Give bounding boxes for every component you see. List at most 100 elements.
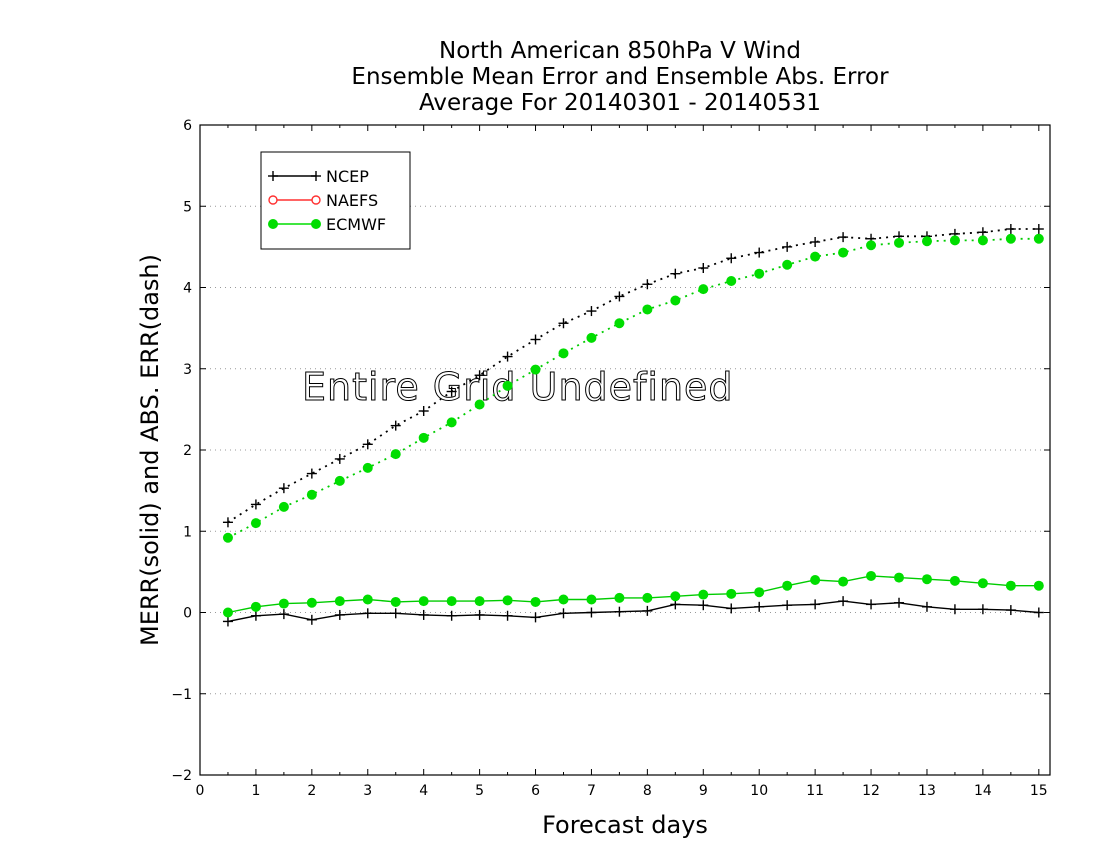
- point-ncep-abs_err: [726, 253, 737, 264]
- legend-marker: [311, 219, 321, 229]
- point-ecmwf-abs_err: [977, 235, 988, 246]
- x-tick-label: 12: [862, 783, 880, 799]
- line-ncep-merr: [227, 600, 1039, 623]
- point-ncep-abs_err: [698, 263, 709, 273]
- point-ecmwf-abs_err: [278, 501, 289, 512]
- point-ecmwf-abs_err: [726, 276, 737, 286]
- point-ecmwf-merr: [362, 594, 373, 605]
- point-ecmwf-merr: [977, 578, 988, 589]
- point-ecmwf-abs_err: [949, 235, 960, 246]
- y-tick-label: 2: [183, 443, 192, 459]
- point-ecmwf-merr: [530, 596, 541, 607]
- line-ncep-abs_err: [227, 228, 1039, 524]
- x-tick-label: 3: [363, 783, 372, 799]
- point-ncep-merr: [586, 607, 597, 618]
- point-ncep-abs_err: [250, 499, 261, 510]
- y-tick-label: 0: [183, 606, 192, 622]
- x-tick-label: 14: [974, 783, 992, 799]
- point-ncep-merr: [810, 599, 821, 610]
- point-ecmwf-merr: [866, 570, 877, 581]
- point-ecmwf-abs_err: [670, 295, 681, 306]
- point-ncep-merr: [418, 609, 429, 620]
- point-ecmwf-merr: [474, 596, 485, 607]
- title-line-3: Average For 20140301 - 20140531: [419, 90, 821, 116]
- point-ncep-abs_err: [642, 279, 653, 290]
- point-ncep-abs_err: [1005, 224, 1016, 234]
- x-tick-label: 11: [806, 783, 824, 799]
- point-ecmwf-merr: [334, 596, 345, 607]
- point-ncep-abs_err: [362, 439, 373, 450]
- legend-entry-naefs: NAEFS: [268, 191, 378, 210]
- x-tick-label: 10: [750, 783, 768, 799]
- point-ncep-merr: [558, 608, 569, 619]
- point-ncep-abs_err: [614, 291, 625, 302]
- point-ncep-abs_err: [334, 453, 345, 464]
- point-ecmwf-merr: [250, 601, 261, 612]
- point-ncep-merr: [921, 601, 932, 612]
- point-ecmwf-abs_err: [894, 237, 905, 248]
- point-ecmwf-abs_err: [642, 304, 653, 315]
- point-ecmwf-abs_err: [1005, 233, 1016, 244]
- point-ecmwf-merr: [754, 587, 765, 598]
- point-ncep-abs_err: [754, 247, 765, 258]
- point-ncep-merr: [642, 605, 653, 616]
- point-ecmwf-merr: [390, 596, 401, 607]
- point-ncep-merr: [362, 608, 373, 619]
- y-tick-label: 6: [183, 118, 192, 134]
- point-ecmwf-merr: [614, 592, 625, 603]
- point-ecmwf-merr: [558, 594, 569, 605]
- point-ncep-abs_err: [474, 370, 485, 381]
- x-tick-label: 8: [643, 783, 652, 799]
- point-ecmwf-merr: [446, 596, 457, 607]
- point-ncep-merr: [838, 596, 849, 607]
- point-ncep-merr: [614, 606, 625, 617]
- point-ecmwf-merr: [586, 594, 597, 605]
- annotation-text: Entire Grid Undefined: [302, 365, 734, 409]
- point-ecmwf-abs_err: [250, 518, 261, 529]
- point-ecmwf-merr: [838, 576, 849, 587]
- y-tick-label: −2: [171, 768, 192, 784]
- point-ecmwf-merr: [810, 575, 821, 585]
- point-ecmwf-merr: [1005, 580, 1016, 591]
- point-ncep-merr: [782, 600, 793, 611]
- x-tick-label: 1: [251, 783, 260, 799]
- point-ecmwf-abs_err: [838, 247, 849, 258]
- point-ncep-abs_err: [278, 483, 289, 494]
- point-ecmwf-abs_err: [502, 380, 513, 391]
- y-tick-label: 4: [183, 281, 192, 297]
- point-ncep-abs_err: [530, 334, 541, 345]
- point-ecmwf-abs_err: [558, 348, 569, 359]
- point-ecmwf-abs_err: [446, 417, 457, 428]
- point-ncep-merr: [222, 616, 233, 627]
- point-ecmwf-merr: [949, 575, 960, 586]
- point-ncep-merr: [1005, 605, 1016, 616]
- point-ncep-abs_err: [810, 237, 821, 247]
- point-ncep-merr: [250, 610, 261, 621]
- point-ecmwf-abs_err: [222, 532, 233, 543]
- point-ncep-merr: [894, 597, 905, 608]
- point-ecmwf-abs_err: [921, 236, 932, 247]
- point-ecmwf-merr: [670, 591, 681, 602]
- line-ecmwf-merr: [227, 575, 1039, 614]
- legend-marker: [268, 195, 278, 205]
- point-ecmwf-merr: [921, 574, 932, 585]
- point-ecmwf-merr: [418, 596, 429, 607]
- point-ecmwf-merr: [894, 572, 905, 583]
- point-ncep-merr: [754, 601, 765, 612]
- x-tick-label: 2: [307, 783, 316, 799]
- x-tick-label: 13: [918, 783, 936, 799]
- y-tick-label: 5: [183, 199, 192, 215]
- point-ncep-merr: [446, 610, 457, 621]
- legend-entry-ecmwf: ECMWF: [268, 215, 386, 234]
- point-ncep-abs_err: [418, 406, 429, 416]
- point-ecmwf-merr: [1033, 580, 1044, 591]
- point-ecmwf-abs_err: [306, 489, 317, 500]
- point-ncep-merr: [866, 599, 877, 610]
- point-ncep-merr: [474, 609, 485, 620]
- y-axis-label: MERR(solid) and ABS. ERR(dash): [136, 254, 164, 646]
- legend-marker: [311, 171, 321, 181]
- y-tick-label: 1: [183, 524, 192, 540]
- legend: NCEP NAEFS ECMWF: [260, 151, 411, 250]
